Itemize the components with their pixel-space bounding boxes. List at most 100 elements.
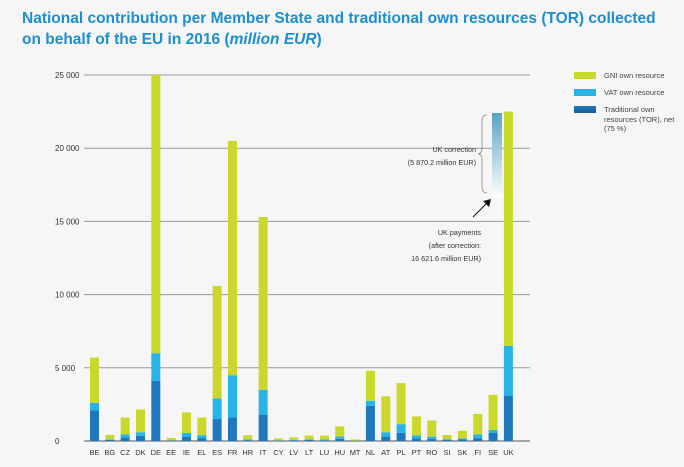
bar-segment-vat-es [212,398,222,420]
x-tick-label: HR [242,448,253,457]
bar-segment-tor-sk [457,439,467,441]
x-tick-label: UK [503,448,513,457]
chart-title-unit: million EUR [229,31,317,48]
bar-segment-tor-pl [396,432,406,441]
x-tick-label: LT [305,448,314,457]
uk-correction-annotation [472,113,502,218]
x-tick-label: CZ [120,448,130,457]
x-tick-label: HU [334,448,345,457]
uk-payments-label-line1: UK payments [437,228,481,237]
bar-segment-tor-fi [473,438,483,441]
x-tick-label: CY [273,448,283,457]
legend-swatch-gni [574,72,596,79]
bar-segment-gni-hr [243,435,253,440]
x-tick-label: ES [212,448,222,457]
bar-segment-gni-pl [396,383,406,425]
bar-segment-gni-fr [227,140,237,376]
x-tick-label: PT [412,448,422,457]
x-tick-label: FI [474,448,481,457]
bar-segment-vat-de [151,353,161,381]
uk-correction-brace [477,114,488,194]
uk-payments-arrowhead [483,199,491,207]
x-tick-label: BG [104,448,115,457]
bar-segment-vat-sk [457,438,467,440]
x-tick-label: NL [366,448,376,457]
bar-segment-tor-it [258,414,268,441]
bar-segment-vat-it [258,389,268,415]
bar-segment-vat-el [197,435,207,439]
x-tick-label: MT [350,448,361,457]
bar-segment-tor-se [488,432,498,441]
bar-segment-vat-pl [396,424,406,433]
x-tick-label: SE [488,448,498,457]
bar-segment-gni-bg [105,434,115,440]
bar-segment-tor-lt [304,439,314,441]
bar-segment-vat-fr [227,375,237,418]
bar-segment-vat-dk [135,432,145,436]
bar-segment-gni-cy [273,438,283,441]
x-tick-label: EE [166,448,176,457]
bar-segment-tor-bg [105,439,115,441]
chart-title-close: ) [316,31,322,48]
uk-payments-arrow [472,201,489,218]
bar-segment-tor-hu [335,438,345,441]
bar-segment-vat-ie [181,432,191,437]
bar-segment-gni-si [442,434,452,440]
bar-segment-tor-lv [289,440,299,441]
x-tick-label: LV [289,448,298,457]
bar-segment-vat-se [488,430,498,433]
legend-label-gni: GNI own resource [604,71,665,80]
bar-segment-vat-si [442,439,452,440]
bar-segment-tor-cz [120,437,130,441]
y-tick-label: 25 000 [55,71,80,80]
legend-swatch-tor [574,106,596,113]
bar-segment-tor-dk [135,435,145,441]
bar-segment-tor-es [212,419,222,441]
bar-segment-gni-dk [135,409,145,433]
bar-segment-gni-it [258,217,268,390]
bar-segment-vat-at [381,432,391,437]
y-tick-label: 10 000 [55,291,80,300]
legend-swatch-vat [574,89,596,96]
bar-segment-gni-de [151,75,161,354]
legend-label-tor: Traditional own resources (TOR), net (75… [604,105,675,133]
bar-segment-vat-lu [319,439,329,441]
bar-segment-tor-si [442,439,452,441]
bar-segment-vat-pt [411,435,421,439]
y-tick-label: 15 000 [55,217,80,226]
bar-segment-vat-ro [427,436,437,439]
x-tick-label: SK [457,448,467,457]
y-tick-label: 20 000 [55,144,80,153]
bar-segment-tor-at [381,436,391,441]
bar-segment-gni-hu [335,426,345,437]
x-tick-label: IE [183,448,190,457]
x-tick-label: LU [320,448,330,457]
x-tick-label: AT [381,448,390,457]
bar-segment-gni-lv [289,437,299,440]
chart-title-text: National contribution per Member State a… [22,10,656,48]
bar-segment-vat-cz [120,434,130,438]
bar-segment-vat-bg [105,439,115,440]
bar-segment-gni-el [197,417,207,436]
bar-segment-gni-es [212,285,222,399]
bar-segment-vat-hu [335,436,345,439]
x-tick-label: FR [227,448,238,457]
bar-segment-tor-de [151,380,161,441]
uk-correction-band [492,113,502,198]
bar-segment-gni-ie [181,412,191,433]
x-tick-label: SI [444,448,451,457]
y-tick-label: 5 000 [55,364,76,373]
bar-segment-vat-be [90,402,99,411]
bar-segment-gni-ro [427,420,437,437]
bar-segment-gni-lt [304,435,314,440]
bar-segment-tor-pt [411,438,421,441]
x-tick-label: EL [197,448,206,457]
bar-segment-tor-ie [181,436,191,441]
bar-segment-gni-uk [503,111,513,346]
bar-segment-tor-uk [503,395,513,441]
bar-segment-gni-be [90,357,99,403]
bar-segment-vat-hr [243,439,253,441]
uk-payments-label-line3: 16 621.6 million EUR) [411,254,481,263]
y-tick-label: 0 [55,437,60,446]
bars [90,75,513,441]
